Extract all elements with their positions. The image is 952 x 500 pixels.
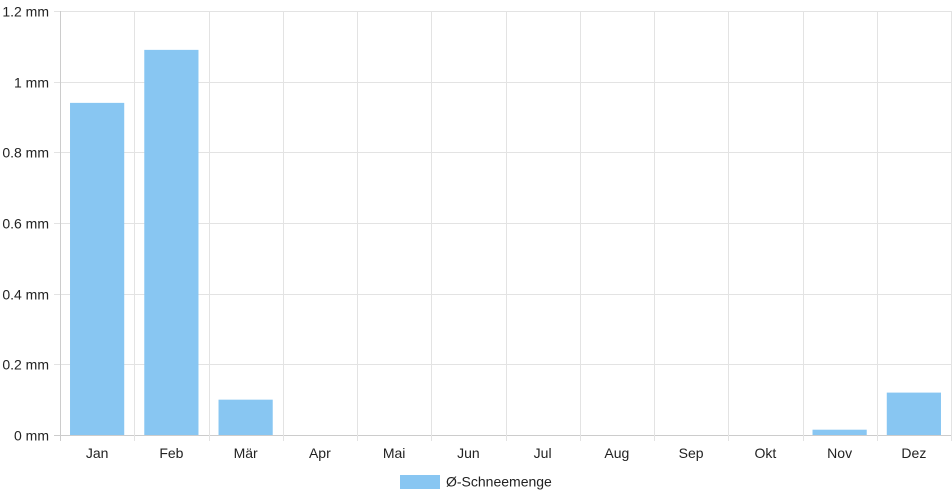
bar-mär[interactable]: [218, 399, 273, 435]
y-tick-label: 1 mm: [14, 75, 49, 91]
x-tick-label: Jul: [534, 445, 552, 461]
y-tick-label: 0 mm: [14, 428, 49, 444]
x-tick-label: Okt: [754, 445, 776, 461]
bar-dez[interactable]: [886, 392, 941, 435]
legend[interactable]: Ø-Schneemenge: [400, 474, 552, 490]
y-tick-label: 0.2 mm: [2, 357, 49, 373]
y-tick-label: 0.4 mm: [2, 287, 49, 303]
bar-feb[interactable]: [144, 49, 199, 435]
bar-jan[interactable]: [70, 102, 125, 435]
y-tick-label: 1.2 mm: [2, 4, 49, 20]
y-tick-label: 0.6 mm: [2, 216, 49, 232]
x-tick-label: Jan: [86, 445, 109, 461]
legend-swatch[interactable]: [400, 475, 440, 489]
x-tick-label: Jun: [457, 445, 480, 461]
x-tick-label: Feb: [159, 445, 183, 461]
y-tick-label: 0.8 mm: [2, 145, 49, 161]
bar-nov[interactable]: [812, 429, 867, 435]
x-tick-label: Aug: [604, 445, 629, 461]
x-tick-label: Apr: [309, 445, 331, 461]
x-tick-label: Mär: [234, 445, 258, 461]
x-tick-label: Dez: [901, 445, 926, 461]
x-tick-label: Mai: [383, 445, 406, 461]
y-axis: 0 mm 0.2 mm 0.4 mm 0.6 mm 0.8 mm 1 mm 1.2 mm: [2, 4, 49, 444]
legend-label[interactable]: Ø-Schneemenge: [446, 474, 552, 490]
bars: [70, 49, 941, 435]
x-axis: Jan Feb Mär Apr Mai Jun Jul Aug Sep Okt Nov Dez: [86, 445, 926, 461]
x-tick-label: Nov: [827, 445, 852, 461]
grid-lines: [54, 11, 952, 441]
x-tick-label: Sep: [679, 445, 704, 461]
